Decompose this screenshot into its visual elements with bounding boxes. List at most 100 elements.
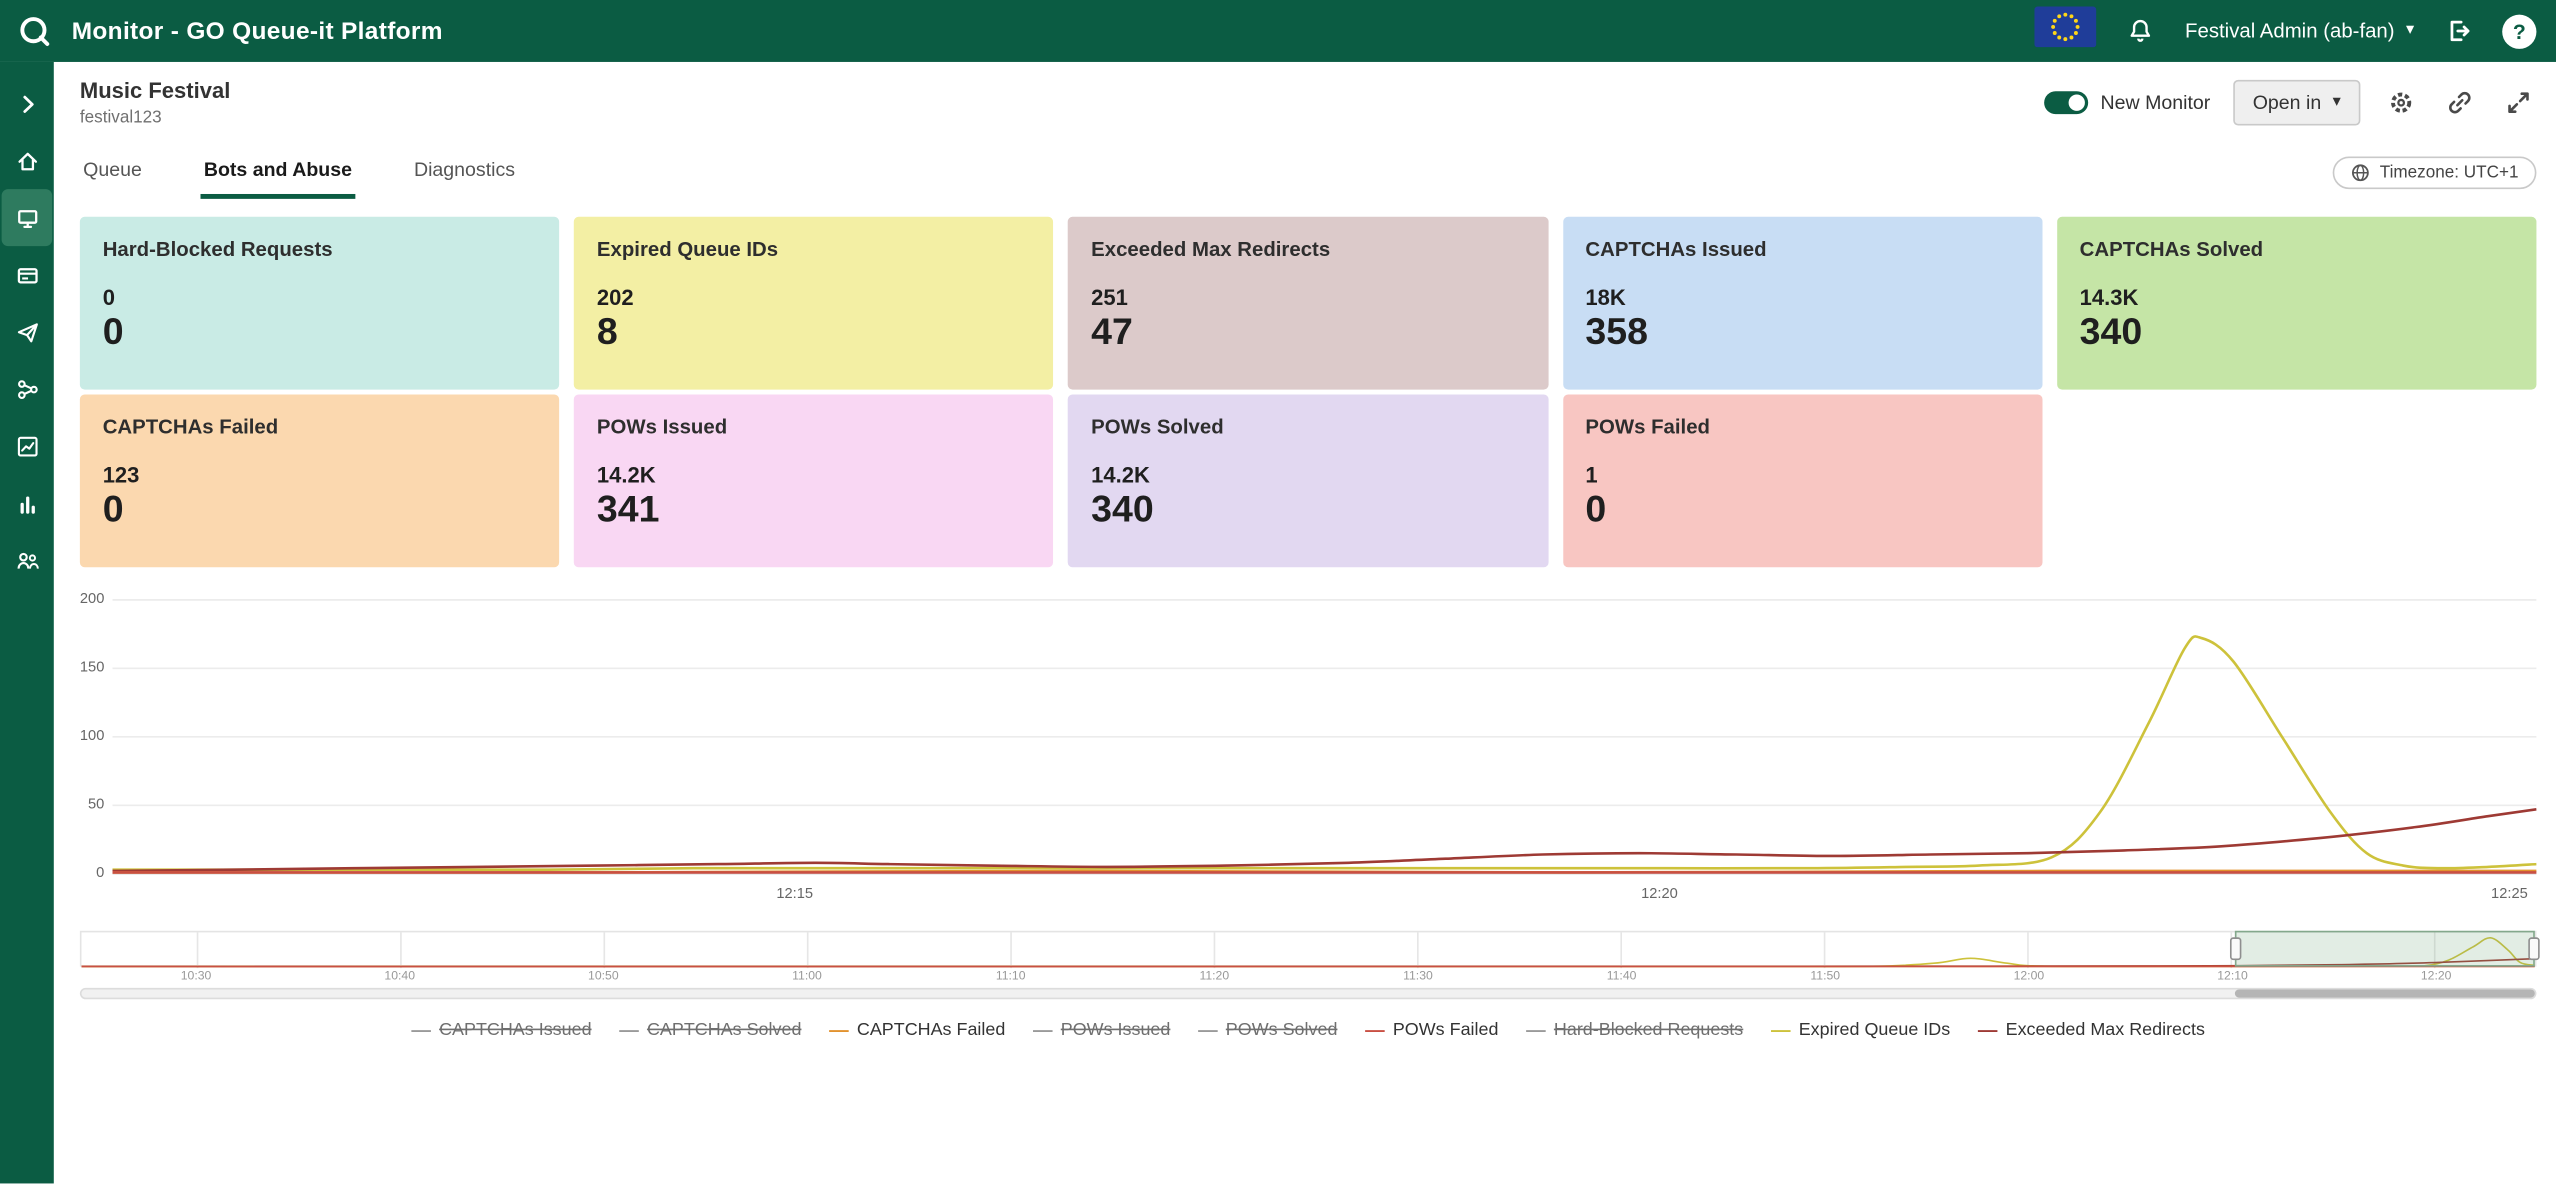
sidebar-item-invites[interactable]: [2, 303, 53, 360]
topbar: Monitor - GO Queue-it Platform: [0, 0, 2556, 62]
new-monitor-toggle[interactable]: [2043, 91, 2087, 114]
legend-label: POWs Issued: [1061, 1020, 1171, 1040]
y-axis-tick-label: 100: [80, 727, 104, 743]
legend-item-exceeded-max-redirects[interactable]: — Exceeded Max Redirects: [1978, 1020, 2205, 1040]
navigator-tick-text: 11:50: [1810, 968, 1840, 983]
legend-item-captchas-solved[interactable]: — CAPTCHAs Solved: [619, 1020, 801, 1040]
navigator-tick-label: 10:50: [588, 968, 619, 983]
stat-card-current-value: 358: [1585, 310, 2019, 353]
notifications-button[interactable]: [2126, 16, 2155, 45]
monitor-title-block: Music Festival festival123: [80, 78, 230, 127]
navigator-tick-label: 11:30: [1403, 968, 1433, 983]
user-menu[interactable]: Festival Admin (ab-fan) ▾: [2185, 20, 2414, 43]
legend-item-captchas-failed[interactable]: — CAPTCHAs Failed: [829, 1020, 1005, 1040]
legend-label: POWs Solved: [1226, 1020, 1338, 1040]
sidebar-item-monitor[interactable]: [2, 189, 53, 246]
tab-diagnostics[interactable]: Diagnostics: [411, 147, 519, 199]
fullscreen-button[interactable]: [2501, 85, 2537, 121]
share-link-button[interactable]: [2442, 85, 2478, 121]
open-in-button[interactable]: Open in ▾: [2233, 80, 2360, 126]
navigator-tick-text: 12:00: [2014, 968, 2045, 983]
app-root: Monitor - GO Queue-it Platform: [0, 0, 2556, 1183]
card-icon: [14, 262, 40, 288]
help-icon[interactable]: ?: [2502, 14, 2536, 48]
stat-card-previous-value: 1: [1585, 463, 2019, 487]
y-axis-tick-label: 0: [80, 864, 104, 880]
stat-card-captchas-failed[interactable]: CAPTCHAs Failed 123 0: [80, 394, 560, 567]
legend-dash-icon: —: [1033, 1020, 1053, 1040]
stat-card-captchas-solved[interactable]: CAPTCHAs Solved 14.3K 340: [2057, 217, 2537, 390]
stat-card-expired-queue-ids[interactable]: Expired Queue IDs 202 8: [574, 217, 1054, 390]
stat-card-hard-blocked-requests[interactable]: Hard-Blocked Requests 0 0: [80, 217, 560, 390]
eu-flag-icon: [2035, 7, 2097, 56]
stat-card-previous-value: 14.2K: [597, 463, 1031, 487]
legend-item-pows-solved[interactable]: — POWs Solved: [1198, 1020, 1337, 1040]
legend-item-pows-failed[interactable]: — POWs Failed: [1365, 1020, 1498, 1040]
legend-label: CAPTCHAs Solved: [647, 1020, 801, 1040]
users-icon: [14, 547, 40, 573]
y-axis-tick-label: 200: [80, 590, 104, 606]
scrollbar-thumb[interactable]: [2235, 989, 2534, 997]
legend-dash-icon: —: [1526, 1020, 1546, 1040]
expand-icon: [2504, 88, 2533, 117]
stat-card-previous-value: 14.3K: [2080, 285, 2514, 309]
y-axis-tick-label: 150: [80, 659, 104, 675]
navigator-tick-text: 11:00: [792, 968, 822, 983]
stat-card-current-value: 0: [1585, 487, 2019, 530]
sidebar-item-reports[interactable]: [2, 474, 53, 531]
monitor-header: Music Festival festival123 New Monitor O…: [80, 78, 2537, 127]
stat-card-current-value: 340: [1091, 487, 1525, 530]
stat-card-previous-value: 18K: [1585, 285, 2019, 309]
stat-card-title: CAPTCHAs Solved: [2080, 238, 2514, 261]
stat-card-pows-solved[interactable]: POWs Solved 14.2K 340: [1068, 394, 1548, 567]
sidebar-item-home[interactable]: [2, 132, 53, 189]
sidebar-item-users[interactable]: [2, 531, 53, 588]
tab-queue[interactable]: Queue: [80, 147, 145, 199]
x-axis-tick-label: 12:25: [2491, 885, 2528, 901]
legend-item-expired-queue-ids[interactable]: — Expired Queue IDs: [1771, 1020, 1950, 1040]
monitor-icon: [14, 205, 40, 231]
settings-button[interactable]: [2383, 85, 2419, 121]
legend-item-pows-issued[interactable]: — POWs Issued: [1033, 1020, 1170, 1040]
bar-chart-icon: [14, 490, 40, 516]
stat-card-current-value: 8: [597, 310, 1031, 353]
legend-label: Expired Queue IDs: [1799, 1020, 1950, 1040]
legend-label: POWs Failed: [1393, 1020, 1499, 1040]
main-chart[interactable]: 200 150 100 50 0 12:15 12:20 12:25: [80, 584, 2537, 910]
stat-card-title: CAPTCHAs Issued: [1585, 238, 2019, 261]
stat-card-pows-issued[interactable]: POWs Issued 14.2K 341: [574, 394, 1054, 567]
stat-card-title: POWs Failed: [1585, 416, 2019, 439]
navigator-tick-text: 12:20: [2421, 968, 2452, 983]
sidebar-item-integrations[interactable]: [2, 360, 53, 417]
legend-label: Exceeded Max Redirects: [2006, 1020, 2205, 1040]
sidebar-item-analytics[interactable]: [2, 417, 53, 474]
legend-item-captchas-issued[interactable]: — CAPTCHAs Issued: [411, 1020, 591, 1040]
timezone-chip[interactable]: Timezone: UTC+1: [2332, 156, 2536, 189]
stat-card-captchas-issued[interactable]: CAPTCHAs Issued 18K 358: [1563, 217, 2043, 390]
sidebar-item-queues[interactable]: [2, 246, 53, 303]
logout-button[interactable]: [2444, 16, 2473, 45]
sidebar-expand-button[interactable]: [2, 75, 53, 132]
legend-dash-icon: —: [1771, 1020, 1791, 1040]
navigator-scrollbar[interactable]: [80, 988, 2537, 999]
navigator[interactable]: 10:3010:4010:5011:0011:1011:2011:3011:40…: [80, 931, 2537, 983]
chart-legend: — CAPTCHAs Issued — CAPTCHAs Solved — CA…: [80, 1020, 2537, 1040]
queueit-logo[interactable]: [16, 13, 52, 49]
tab-bots-and-abuse[interactable]: Bots and Abuse: [201, 147, 356, 199]
navigator-tick-label: 11:10: [996, 968, 1026, 983]
legend-dash-icon: —: [1365, 1020, 1385, 1040]
globe-icon: [2350, 163, 2370, 183]
main-chart-canvas: [112, 584, 2536, 881]
stat-card-pows-failed[interactable]: POWs Failed 1 0: [1563, 394, 2043, 567]
stat-card-current-value: 340: [2080, 310, 2514, 353]
stat-card-current-value: 0: [103, 487, 537, 530]
navigator-tick-label: 10:40: [384, 968, 415, 983]
navigator-tick-text: 11:30: [1403, 968, 1433, 983]
user-menu-label: Festival Admin (ab-fan): [2185, 20, 2395, 43]
legend-item-hard-blocked-requests[interactable]: — Hard-Blocked Requests: [1526, 1020, 1743, 1040]
x-axis-tick-label: 12:15: [776, 885, 813, 901]
stat-card-exceeded-max-redirects[interactable]: Exceeded Max Redirects 251 47: [1068, 217, 1548, 390]
link-icon: [2445, 88, 2474, 117]
tabs-row: Queue Bots and Abuse Diagnostics Timezon…: [80, 147, 2537, 199]
app-title: Monitor - GO Queue-it Platform: [72, 17, 443, 45]
